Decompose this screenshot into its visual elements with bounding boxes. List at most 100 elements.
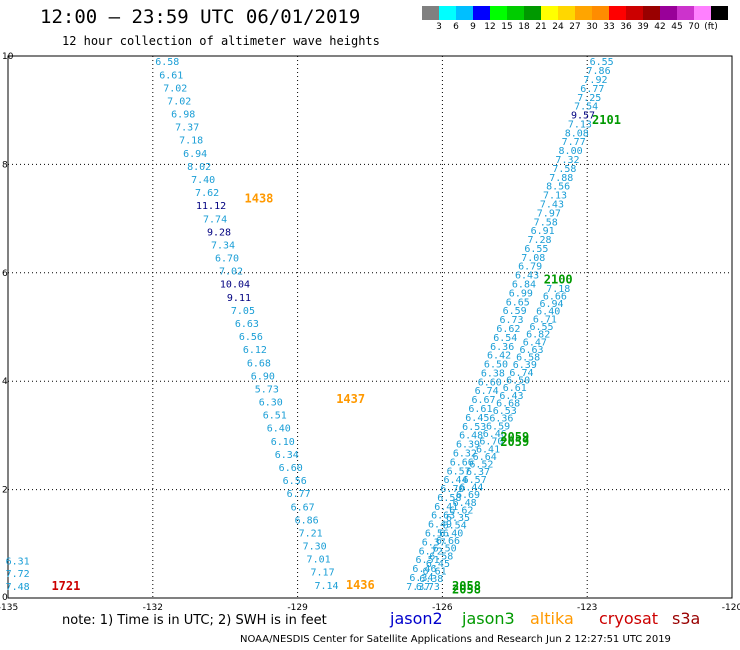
pass-time-label: 2059 <box>500 430 529 444</box>
pass-time-label: 2059 <box>500 435 529 449</box>
wave-height-value: 5.73 <box>255 384 279 395</box>
legend-swatch <box>507 6 524 20</box>
legend-label: 45 <box>671 22 683 32</box>
wave-height-value: 6.36 <box>489 414 513 425</box>
legend-label: 30 <box>586 22 598 32</box>
wave-height-value: 6.39 <box>456 440 480 451</box>
pass-time-label: 1437 <box>336 392 365 406</box>
x-tick-label: -135 <box>0 603 18 613</box>
wave-height-value: 6.45 <box>426 559 450 570</box>
x-tick-label: -126 <box>432 603 453 613</box>
y-tick-label: 6 <box>2 269 8 279</box>
legend-label: 24 <box>552 22 564 32</box>
x-tick-label: -129 <box>287 603 308 613</box>
legend-swatch <box>422 6 439 20</box>
wave-height-value: 8.02 <box>187 162 211 173</box>
wave-height-value: 6.56 <box>283 476 307 487</box>
wave-height-value: 6.72 <box>419 546 443 557</box>
wave-height-value: 6.69 <box>456 490 480 501</box>
wave-height-value: 6.63 <box>431 511 455 522</box>
wave-height-value: 6.44 <box>459 483 483 494</box>
wave-height-value: 6.58 <box>516 353 540 364</box>
y-tick-label: 4 <box>2 377 8 387</box>
wave-height-value: 7.72 <box>6 569 30 580</box>
wave-height-value: 7.32 <box>555 155 579 166</box>
y-tick-label: 8 <box>2 160 8 170</box>
wave-height-value: 6.10 <box>271 437 295 448</box>
legend-label: (ft) <box>704 22 718 32</box>
wave-height-value: 6.91 <box>531 226 555 237</box>
wave-height-value: 7.74 <box>203 214 227 225</box>
wave-height-value: 7.17 <box>311 568 335 579</box>
wave-height-value: 6.65 <box>506 297 530 308</box>
x-tick-label: -120 <box>722 603 740 613</box>
wave-height-value: 7.43 <box>540 199 564 210</box>
wave-height-value: 7.13 <box>543 191 567 202</box>
pass-time-label: 1438 <box>245 191 274 205</box>
wave-height-value: 7.58 <box>534 217 558 228</box>
wave-height-value: 6.74 <box>475 386 499 397</box>
wave-height-value: 6.43 <box>499 391 523 402</box>
footer-note: note: 1) Time is in UTC; 2) SWH is in fe… <box>62 613 327 628</box>
wave-height-value: 7.40 <box>191 175 215 186</box>
page-subtitle: 12 hour collection of altimeter wave hei… <box>62 34 380 48</box>
wave-height-value: 9.11 <box>227 293 251 304</box>
wave-height-value: 6.51 <box>416 555 440 566</box>
wave-height-value: 7.02 <box>219 267 243 278</box>
wave-height-value: 6.73 <box>416 582 440 593</box>
wave-height-value: 6.37 <box>466 467 490 478</box>
wave-height-value: 6.67 <box>291 502 315 513</box>
wave-height-value: 7.14 <box>315 581 339 592</box>
wave-height-value: 6.43 <box>515 271 539 282</box>
legend-label: 9 <box>470 22 476 32</box>
wave-height-value: 6.63 <box>235 319 259 330</box>
color-legend <box>422 6 728 20</box>
x-tick-label: -123 <box>577 603 597 613</box>
wave-height-value: 6.61 <box>503 383 527 394</box>
wave-height-value: 6.60 <box>279 463 303 474</box>
wave-height-value: 7.25 <box>577 93 601 104</box>
wave-height-value: 7.58 <box>552 164 576 175</box>
wave-height-value: 6.50 <box>484 360 508 371</box>
legend-swatch <box>575 6 592 20</box>
wave-height-value: 6.40 <box>439 528 463 539</box>
wave-height-value: 6.79 <box>518 262 542 273</box>
wave-height-value: 7.05 <box>231 306 255 317</box>
legend-label: 18 <box>518 22 530 32</box>
wave-height-value: 6.56 <box>239 332 263 343</box>
wave-height-value: 6.59 <box>503 306 527 317</box>
wave-height-value: 6.38 <box>419 574 443 585</box>
wave-height-value: 6.94 <box>183 149 207 160</box>
wave-height-value: 6.35 <box>446 513 470 524</box>
wave-height-value: 6.70 <box>215 254 239 265</box>
satellite-label-s3a: s3a <box>672 609 701 628</box>
wave-height-value: 6.68 <box>496 398 520 409</box>
wave-height-value: 6.62 <box>496 324 520 335</box>
wave-height-value: 6.67 <box>472 395 496 406</box>
wave-height-value: 6.41 <box>476 444 500 455</box>
wave-height-value: 7.02 <box>163 83 187 94</box>
wave-height-value: 6.37 <box>422 537 446 548</box>
wave-height-value: 6.30 <box>259 398 283 409</box>
wave-height-value: 6.40 <box>267 424 291 435</box>
wave-height-value: 7.28 <box>527 235 551 246</box>
wave-height-value: 7.34 <box>211 240 235 251</box>
wave-height-value: 6.66 <box>450 457 474 468</box>
wave-height-value: 9.28 <box>207 227 231 238</box>
wave-height-value: 6.48 <box>459 431 483 442</box>
wave-height-value: 7.13 <box>568 119 592 130</box>
plot-frame <box>7 55 733 599</box>
pass-time-label: 2058 <box>452 579 481 593</box>
wave-height-value: 6.99 <box>509 288 533 299</box>
y-tick-label: 10 <box>2 52 14 62</box>
legend-swatch <box>439 6 456 20</box>
legend-label: 27 <box>569 22 581 32</box>
wave-height-value: 6.61 <box>468 404 492 415</box>
legend-swatch <box>643 6 660 20</box>
wave-height-value: 6.38 <box>481 368 505 379</box>
wave-height-value: 6.68 <box>247 358 271 369</box>
wave-height-value: 6.52 <box>469 460 493 471</box>
wave-height-value: 6.34 <box>275 450 299 461</box>
legend-label: 36 <box>620 22 632 32</box>
